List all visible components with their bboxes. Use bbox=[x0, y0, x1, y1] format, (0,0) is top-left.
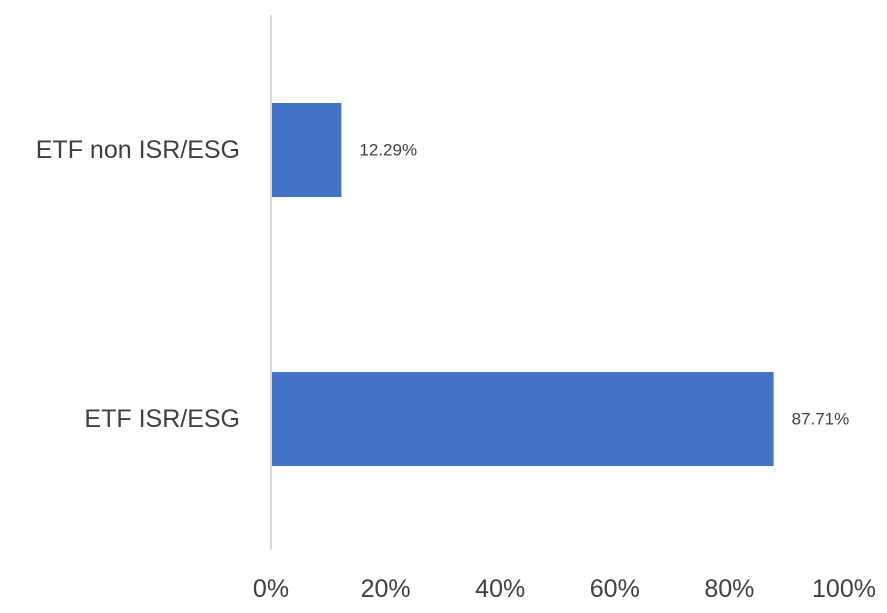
data-labels: 12.29% 87.71% bbox=[359, 141, 849, 429]
x-tick-label: 40% bbox=[475, 575, 525, 603]
category-label-etf-non-isr-esg: ETF non ISR/ESG bbox=[36, 136, 240, 164]
bars-layer bbox=[271, 103, 774, 466]
x-axis-tick-labels: 0% 20% 40% 60% 80% 100% bbox=[253, 575, 876, 603]
x-tick-label: 100% bbox=[812, 575, 876, 603]
x-tick-label: 60% bbox=[590, 575, 640, 603]
bar-etf-non-isr-esg bbox=[271, 103, 342, 197]
x-tick-label: 0% bbox=[253, 575, 289, 603]
data-label-etf-isr-esg: 87.71% bbox=[792, 410, 850, 429]
category-label-etf-isr-esg: ETF ISR/ESG bbox=[84, 405, 240, 433]
data-label-etf-non-isr-esg: 12.29% bbox=[359, 141, 417, 160]
category-labels: ETF non ISR/ESG ETF ISR/ESG bbox=[36, 136, 240, 433]
x-tick-label: 80% bbox=[704, 575, 754, 603]
x-tick-label: 20% bbox=[361, 575, 411, 603]
bar-etf-isr-esg bbox=[271, 372, 774, 466]
